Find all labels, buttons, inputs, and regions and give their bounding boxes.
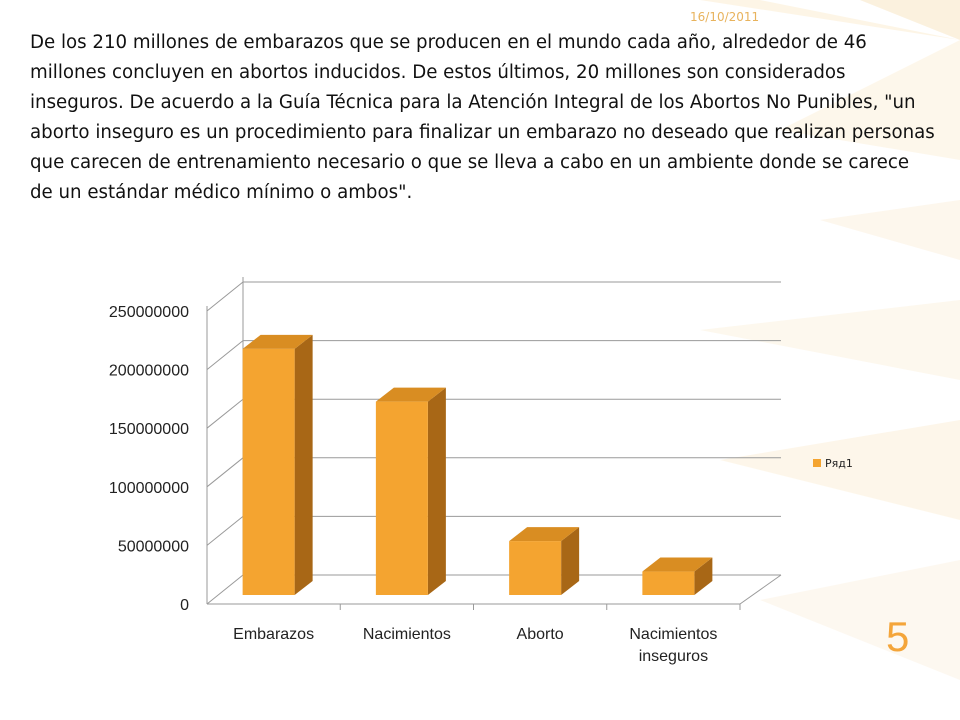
bar — [242, 334, 313, 595]
y-tick-label: 0 — [180, 597, 189, 614]
gridline — [206, 281, 781, 312]
y-tick-label: 50000000 — [118, 538, 189, 555]
bar — [375, 387, 446, 595]
floor-right-edge — [739, 574, 782, 605]
gridline — [206, 340, 781, 370]
x-category-label: Aborto — [517, 626, 564, 643]
legend-swatch — [813, 459, 821, 467]
body-paragraph: De los 210 millones de embarazos que se … — [30, 32, 935, 203]
y-tick-label: 200000000 — [109, 363, 189, 380]
x-category-label: Embarazos — [233, 626, 314, 643]
bar-top — [642, 557, 713, 572]
bar-front — [242, 348, 295, 595]
bar-top — [375, 387, 446, 402]
chart-legend: Ряд1 — [813, 457, 853, 470]
bar-side — [561, 527, 580, 595]
bar-side — [294, 334, 313, 595]
y-tick-label: 150000000 — [109, 421, 189, 438]
bar — [642, 557, 713, 595]
x-category-label: inseguros — [639, 648, 708, 665]
x-category-label: Nacimientos — [363, 626, 451, 643]
y-axis-ticks: 0 50000000 100000000 150000000 200000000 2500… — [109, 304, 189, 614]
slide-date: 16/10/2011 — [690, 10, 760, 24]
bar-side — [694, 557, 713, 595]
y-tick-label: 250000000 — [109, 304, 189, 321]
slide-number: 5 — [886, 613, 910, 660]
bar-front — [509, 541, 562, 595]
bar-front — [642, 571, 695, 595]
bar-front — [375, 401, 428, 595]
bar — [509, 527, 580, 595]
bar-top — [242, 334, 313, 349]
x-axis-categories: Embarazos Nacimientos Aborto Nacimientos ins… — [233, 626, 717, 665]
bar-top — [509, 527, 580, 542]
bar-side — [427, 387, 446, 595]
legend-label: Ряд1 — [825, 457, 853, 470]
x-category-label: Nacimientos — [629, 626, 717, 643]
y-tick-label: 100000000 — [109, 480, 189, 497]
chart-bars — [242, 334, 713, 595]
